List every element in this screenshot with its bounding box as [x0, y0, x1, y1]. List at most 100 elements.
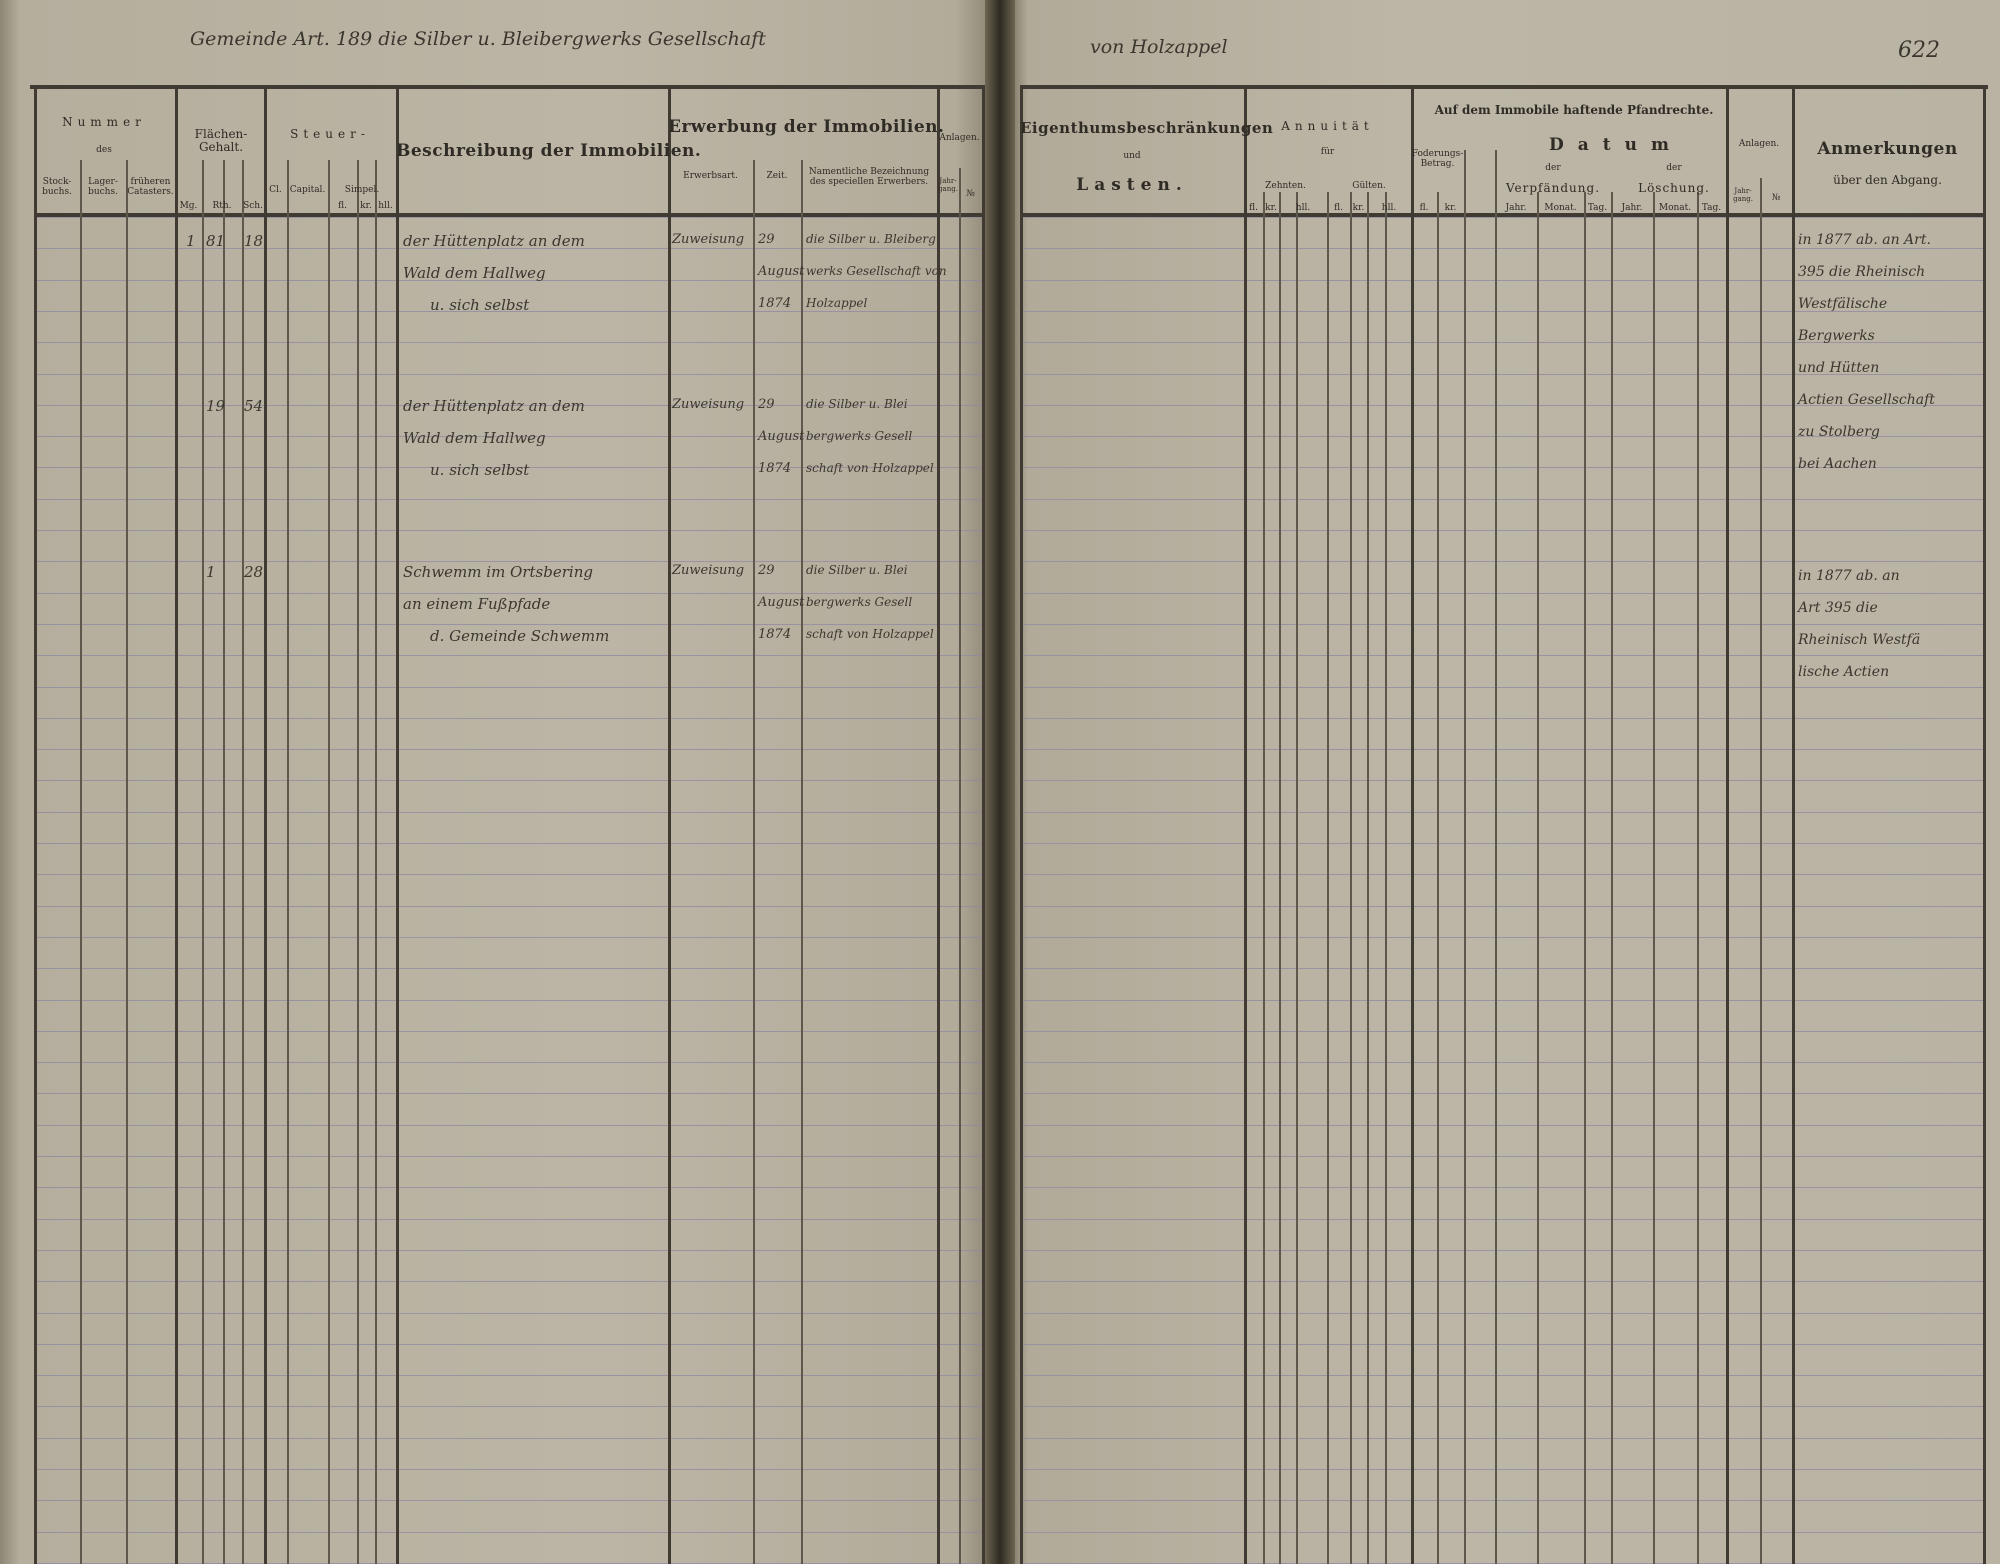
- zeit-line: 1874: [758, 461, 792, 476]
- ruled-line: [1020, 1281, 1983, 1283]
- column-line: [34, 89, 37, 1564]
- area-mg: 1: [186, 232, 196, 250]
- ruled-line: [34, 1062, 982, 1064]
- column-line: [1464, 150, 1466, 1564]
- erwerber-line: werks Gesellschaft von: [806, 264, 947, 278]
- header-gueltren-fl: fl.: [1334, 203, 1343, 213]
- header-nummer: Nummer: [62, 115, 146, 129]
- ruled-line: [34, 404, 982, 406]
- column-line: [287, 160, 289, 1564]
- area-sch: 18: [244, 232, 264, 250]
- erwerber-line: die Silber u. Bleiberg: [806, 232, 936, 246]
- ruled-line: [1020, 561, 1983, 563]
- ruled-line: [34, 561, 982, 563]
- column-line: [1296, 192, 1298, 1564]
- column-line: [1697, 192, 1699, 1564]
- anmerkung-line: Bergwerks: [1798, 328, 1875, 344]
- column-line: [1327, 192, 1329, 1564]
- ruled-line: [1020, 342, 1983, 344]
- ruled-line: [1020, 592, 1983, 594]
- area-sch: 54: [244, 397, 264, 415]
- header-anlagen: Anlagen.: [939, 133, 980, 143]
- header-zehnten-fl: fl.: [1249, 203, 1258, 213]
- anmerkung-line: Westfälische: [1798, 296, 1888, 312]
- ruled-line: [1020, 279, 1983, 281]
- column-line: [937, 89, 940, 1564]
- header-erwerbung: Erwerbung der Immobilien.: [668, 117, 945, 137]
- ruled-line: [34, 592, 982, 594]
- ruled-line: [34, 436, 982, 438]
- anmerkung-line: bei Aachen: [1798, 456, 1877, 472]
- ruled-line: [34, 655, 982, 657]
- header-jahrgang-right: Jahr-gang.: [1733, 187, 1753, 203]
- header-zehnten: Zehnten.: [1265, 181, 1306, 191]
- ruled-line: [34, 811, 982, 813]
- column-line: [242, 160, 244, 1564]
- header-capital: Capital.: [289, 185, 326, 195]
- header-fl: fl.: [338, 201, 347, 211]
- ruled-line: [34, 843, 982, 844]
- ruled-line: [34, 1562, 982, 1564]
- anmerkung-line: Actien Gesellschaft: [1798, 392, 1935, 408]
- anmerkung-line: lische Actien: [1798, 664, 1890, 680]
- header-gueltren: Gülten.: [1352, 181, 1386, 191]
- ruled-line: [34, 968, 982, 970]
- header-verpf-monat: Monat.: [1544, 203, 1577, 213]
- area-rth: 1: [206, 563, 216, 581]
- ruled-line: [1020, 467, 1983, 469]
- ruled-line: [34, 217, 982, 218]
- header-loeschung: Löschung.: [1638, 181, 1710, 195]
- ruled-line: [34, 1531, 982, 1533]
- column-line: [1726, 89, 1729, 1564]
- ruled-line: [1020, 498, 1983, 500]
- ruled-line: [1020, 999, 1983, 1001]
- column-line: [1020, 89, 1023, 1564]
- anmerkung-line: in 1877 ab. an: [1798, 568, 1900, 584]
- ruled-line: [34, 373, 982, 375]
- column-line: [801, 160, 803, 1564]
- ruled-line: [34, 498, 982, 500]
- description-line: der Hüttenplatz an dem: [403, 397, 585, 415]
- zeit-line: August: [758, 429, 805, 444]
- zeit-line: August: [758, 264, 805, 279]
- header-nr-right: №: [1771, 193, 1781, 203]
- ruled-line: [34, 1249, 982, 1251]
- header-lagerbuchs: Lager-buchs.: [88, 177, 118, 197]
- header-nr: №: [966, 189, 975, 199]
- ruled-line: [1020, 1030, 1983, 1032]
- header-hll: hll.: [378, 201, 393, 211]
- ruled-line: [34, 936, 982, 938]
- running-head-left: Gemeinde Art. 189 die Silber u. Bleiberg…: [190, 28, 766, 50]
- header-loesch-jahr: Jahr.: [1621, 203, 1643, 213]
- ruled-line: [1020, 811, 1983, 813]
- anmerkung-line: Art 395 die: [1798, 600, 1878, 616]
- ruled-line: [1020, 1062, 1983, 1064]
- column-line: [357, 160, 359, 1564]
- header-erwerbsart: Erwerbsart.: [683, 171, 738, 181]
- header-gueltren-hll: hll.: [1381, 203, 1397, 213]
- zeit-line: 1874: [758, 627, 792, 642]
- erwerbsart: Zuweisung: [672, 563, 745, 578]
- ruled-line: [34, 1500, 982, 1502]
- column-line: [175, 89, 178, 1564]
- ruled-line: [34, 999, 982, 1001]
- anmerkung-line: 395 die Rheinisch: [1798, 264, 1926, 280]
- column-line: [202, 160, 204, 1564]
- ruled-line: [34, 1406, 982, 1408]
- ruled-line: [34, 780, 982, 782]
- ruled-line: [1020, 1187, 1983, 1189]
- header-namentliche-bezeichnung: Namentliche Bezeichnung des speciellen E…: [808, 167, 930, 187]
- ruled-line: [1020, 1312, 1983, 1314]
- ruled-line: [1020, 530, 1983, 531]
- header-ueber-abgang: über den Abgang.: [1833, 173, 1942, 187]
- ruled-line: [34, 248, 982, 250]
- erwerber-line: schaft von Holzappel: [806, 461, 934, 475]
- header-verpf-jahr: Jahr.: [1505, 203, 1527, 213]
- column-line: [668, 89, 671, 1564]
- area-rth: 19: [206, 397, 226, 415]
- ruled-line: [1020, 749, 1983, 751]
- erwerbsart: Zuweisung: [672, 232, 745, 247]
- ruled-line: [1020, 1093, 1983, 1095]
- ruled-line: [34, 905, 982, 907]
- zeit-line: 29: [758, 232, 775, 247]
